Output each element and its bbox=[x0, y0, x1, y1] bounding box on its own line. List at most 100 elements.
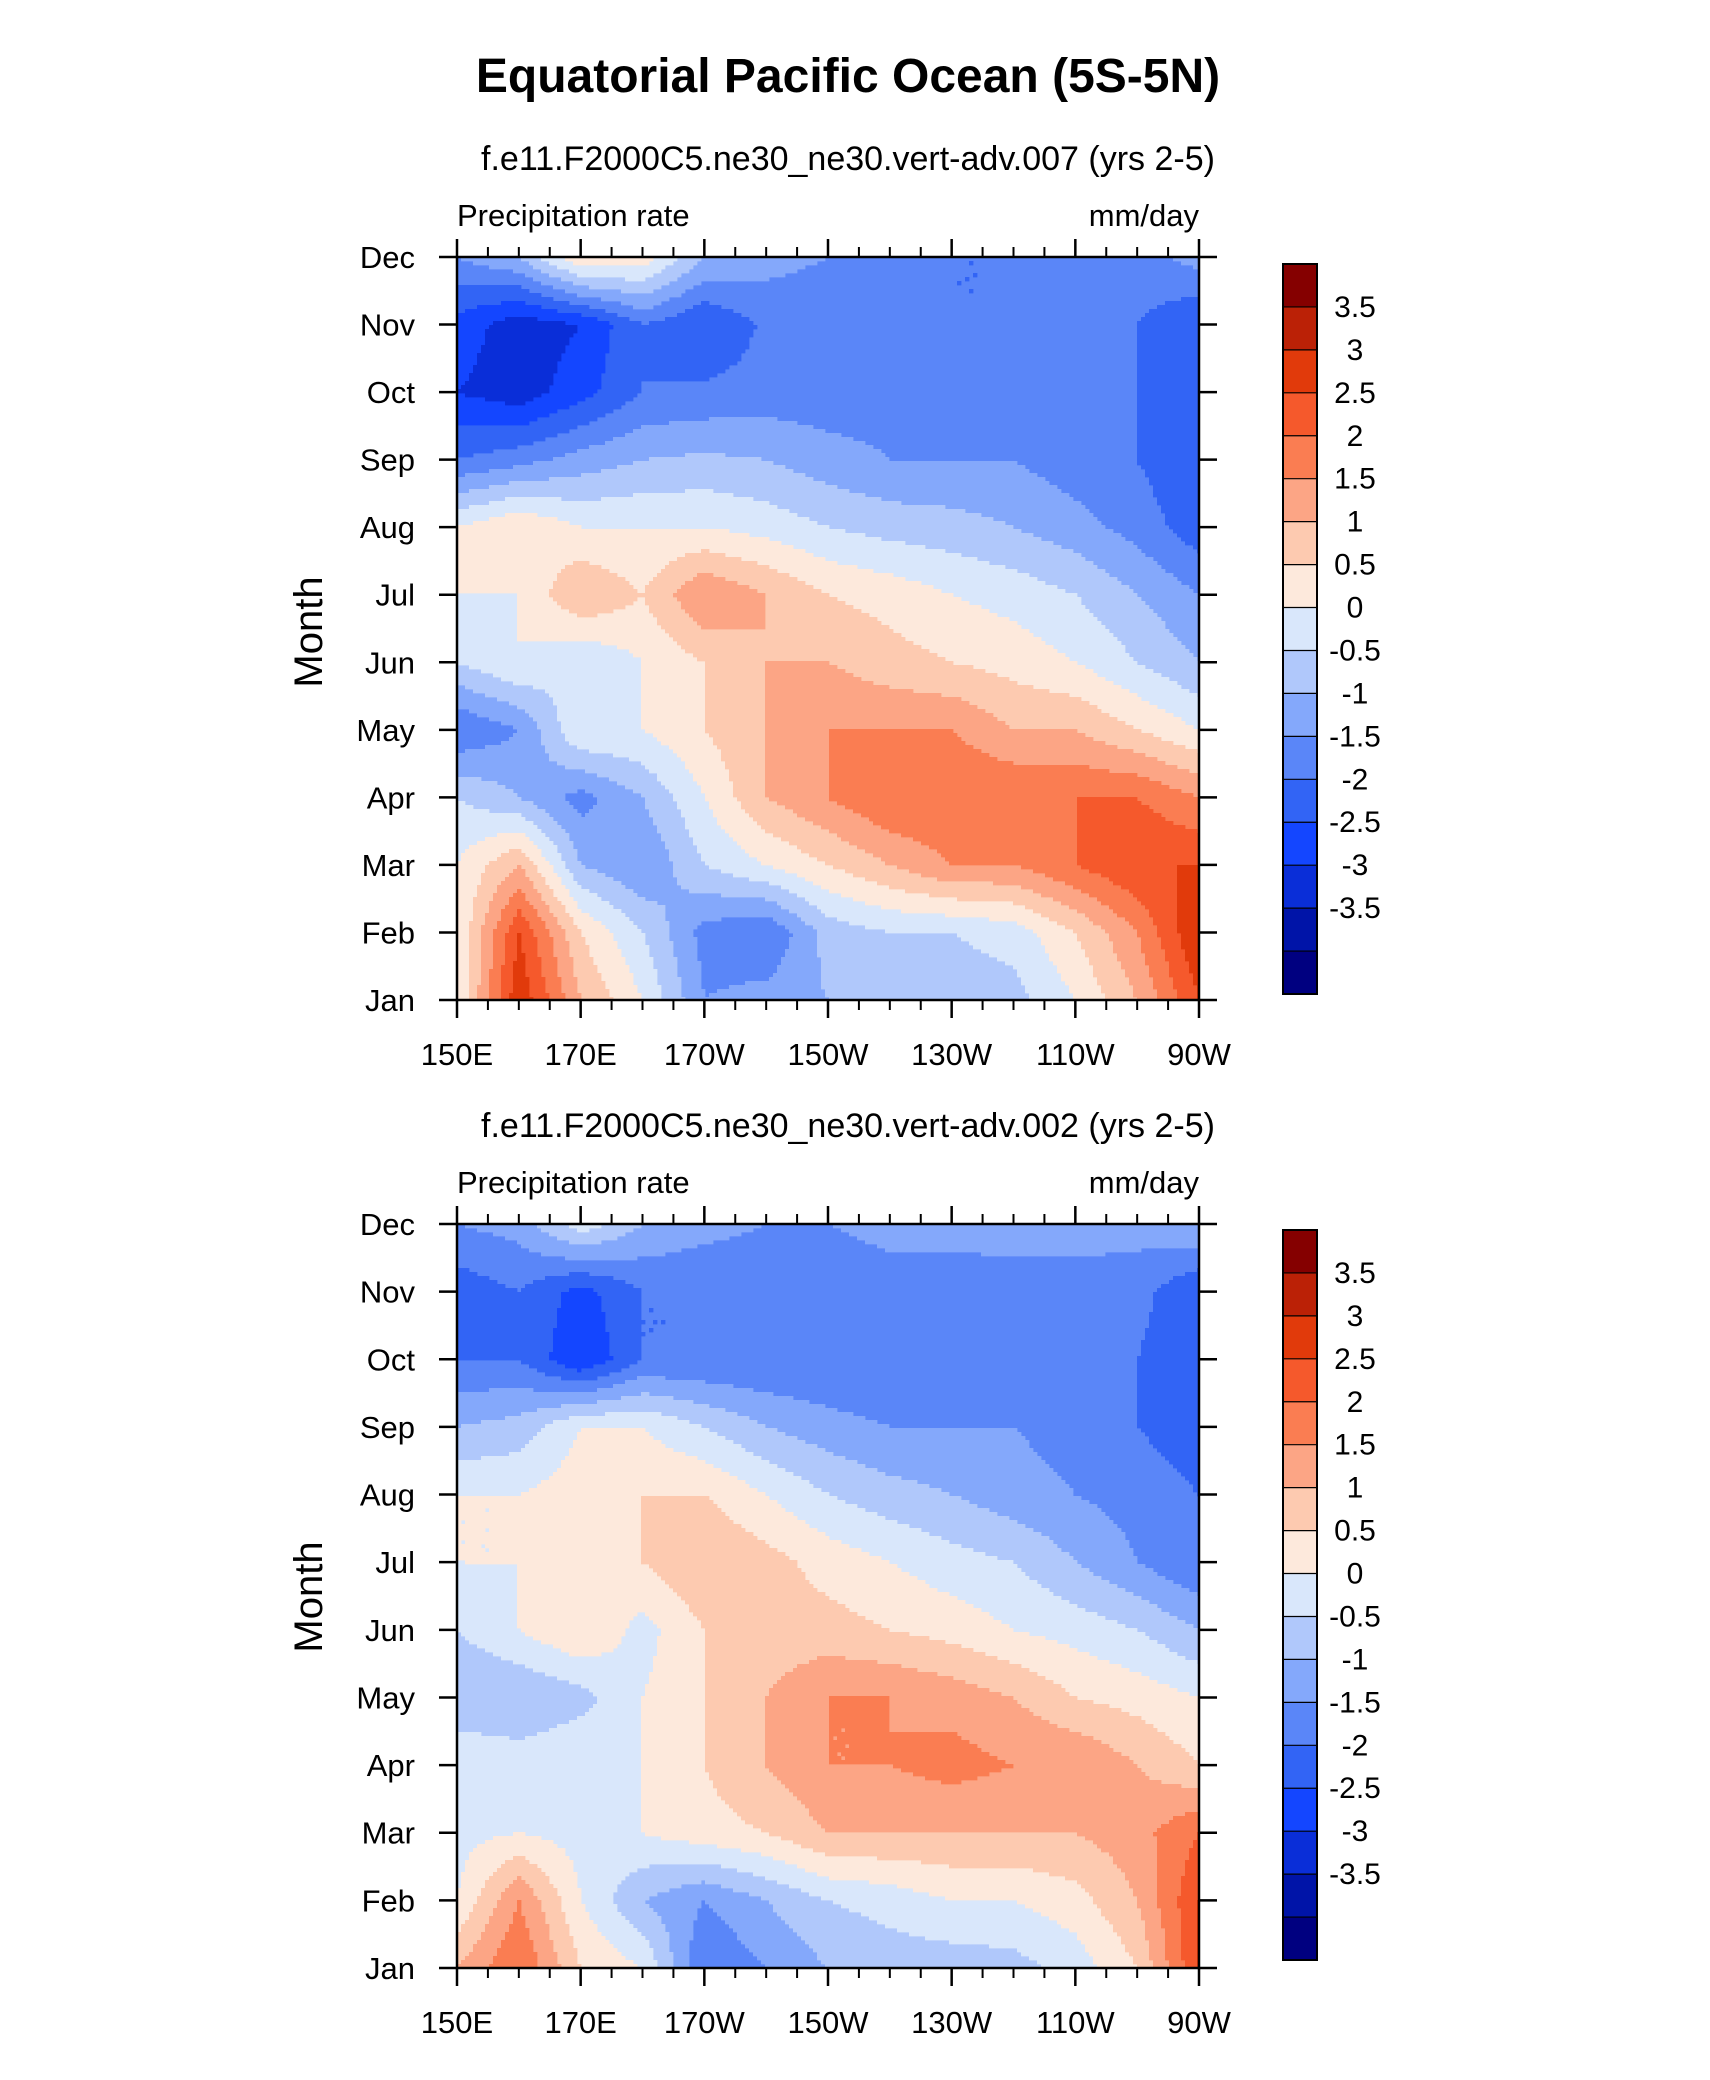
contour-band bbox=[549, 1288, 614, 1373]
y-tick-label-oct: Oct bbox=[367, 375, 416, 410]
colorbar-label: 2.5 bbox=[1334, 1343, 1376, 1376]
y-tick-label-dec: Dec bbox=[360, 240, 415, 275]
x-tick-label-170e: 170E bbox=[544, 1037, 616, 1072]
colorbar-box bbox=[1283, 1530, 1317, 1575]
contour-band bbox=[489, 1696, 1200, 1969]
colorbar-label: 1 bbox=[1347, 506, 1364, 539]
panel-2-axes: Jan Feb Mar Apr May Jun Jul Aug Sep Oct Nov Dec 150E… bbox=[356, 1206, 1232, 2040]
x-tick-label-110w: 110W bbox=[1036, 2005, 1115, 2040]
contour-band bbox=[501, 797, 1200, 1001]
panel-1-variable-label: Precipitation rate bbox=[457, 198, 690, 233]
colorbar-label: 3.5 bbox=[1334, 1257, 1376, 1290]
contour-band bbox=[457, 1656, 1200, 1969]
y-tick-label-oct: Oct bbox=[367, 1342, 416, 1377]
panel-1-colorbar: 3.5 3 2.5 2 1.5 1 0.5 0 -0.5 -1 -1.5 -2 -2.5 -3 -3.5 bbox=[1282, 263, 1381, 995]
colorbar-label: -3.5 bbox=[1329, 892, 1381, 925]
colorbar-box bbox=[1283, 564, 1317, 609]
colorbar-label: -1 bbox=[1342, 677, 1369, 710]
y-tick-label-sep: Sep bbox=[360, 1410, 415, 1445]
colorbar-box bbox=[1283, 736, 1317, 780]
x-tick-label-170w: 170W bbox=[664, 2005, 746, 2040]
colorbar-box bbox=[1283, 1788, 1317, 1832]
x-tick-label-150w: 150W bbox=[788, 1037, 870, 1072]
x-tick-label-90w: 90W bbox=[1167, 1037, 1231, 1072]
x-tick-label-90w: 90W bbox=[1167, 2005, 1231, 2040]
x-tick-label-170w: 170W bbox=[664, 1037, 746, 1072]
colorbar-box bbox=[1283, 1616, 1317, 1660]
colorbar-label: -2 bbox=[1342, 763, 1369, 796]
colorbar-label: -3 bbox=[1342, 1815, 1369, 1848]
y-tick-label-jun: Jun bbox=[365, 1613, 415, 1648]
y-tick-label-sep: Sep bbox=[360, 443, 415, 478]
colorbar-label: 0 bbox=[1347, 1558, 1364, 1591]
colorbar-box bbox=[1283, 693, 1317, 737]
colorbar-box bbox=[1283, 478, 1317, 523]
contour-band bbox=[457, 257, 1200, 1001]
colorbar-box bbox=[1283, 435, 1317, 480]
figure-title: Equatorial Pacific Ocean (5S-5N) bbox=[476, 50, 1220, 103]
colorbar-box bbox=[1283, 1874, 1317, 1918]
y-tick-label-mar: Mar bbox=[362, 848, 415, 883]
x-tick-label-150e: 150E bbox=[421, 1037, 493, 1072]
colorbar-box bbox=[1283, 1702, 1317, 1746]
colorbar-box bbox=[1283, 650, 1317, 694]
colorbar-box bbox=[1283, 392, 1317, 437]
colorbar-box bbox=[1283, 1659, 1317, 1703]
colorbar-box bbox=[1283, 865, 1317, 909]
contour-band bbox=[457, 1268, 1200, 1497]
colorbar-box bbox=[1283, 1272, 1317, 1317]
colorbar-label: -2.5 bbox=[1329, 806, 1381, 839]
colorbar-label: 2.5 bbox=[1334, 377, 1376, 410]
contour-band bbox=[457, 1428, 1200, 1969]
x-tick-label-150e: 150E bbox=[421, 2005, 493, 2040]
panel-2: f.e11.F2000C5.ne30_ne30.vert-adv.002 (yr… bbox=[287, 1107, 1381, 2040]
contour-band bbox=[457, 301, 614, 426]
colorbar-box bbox=[1283, 1745, 1317, 1789]
contour-band bbox=[457, 1224, 1200, 1969]
y-tick-label-jul: Jul bbox=[375, 1545, 415, 1580]
contour-band bbox=[457, 1224, 1200, 1969]
y-tick-label-apr: Apr bbox=[367, 1748, 415, 1783]
contour-band bbox=[469, 549, 1200, 1001]
panel-2-subtitle: f.e11.F2000C5.ne30_ne30.vert-adv.002 (yr… bbox=[481, 1107, 1215, 1145]
colorbar-label: 3 bbox=[1347, 334, 1364, 367]
colorbar-label: 0.5 bbox=[1334, 1515, 1376, 1548]
colorbar-label: -2.5 bbox=[1329, 1772, 1381, 1805]
y-tick-label-feb: Feb bbox=[362, 915, 415, 950]
y-tick-label-nov: Nov bbox=[360, 308, 416, 343]
colorbar-label: 0 bbox=[1347, 592, 1364, 625]
colorbar-label: -1 bbox=[1342, 1643, 1369, 1676]
panel-1-subtitle: f.e11.F2000C5.ne30_ne30.vert-adv.007 (yr… bbox=[481, 140, 1215, 178]
y-tick-label-aug: Aug bbox=[360, 510, 415, 545]
colorbar-box bbox=[1283, 1230, 1317, 1274]
colorbar-label: 2 bbox=[1347, 1386, 1364, 1419]
colorbar-label: -3.5 bbox=[1329, 1858, 1381, 1891]
colorbar-box bbox=[1283, 1487, 1317, 1532]
contour-band bbox=[457, 257, 1200, 1001]
colorbar-box bbox=[1283, 349, 1317, 394]
y-tick-label-jan: Jan bbox=[365, 983, 415, 1018]
colorbar-box bbox=[1283, 1401, 1317, 1446]
y-tick-label-jul: Jul bbox=[375, 578, 415, 613]
panel-1-contour-field bbox=[457, 257, 1200, 1001]
panel-2-units-label: mm/day bbox=[1089, 1165, 1200, 1200]
colorbar-frame bbox=[1282, 263, 1318, 995]
colorbar-box bbox=[1283, 306, 1317, 351]
contour-band bbox=[489, 729, 1200, 1001]
contour-band bbox=[457, 317, 578, 406]
colorbar-label: -1.5 bbox=[1329, 1686, 1381, 1719]
colorbar-box bbox=[1283, 607, 1317, 651]
y-tick-label-aug: Aug bbox=[360, 1478, 415, 1513]
colorbar-label: 1.5 bbox=[1334, 463, 1376, 496]
y-tick-label-dec: Dec bbox=[360, 1207, 415, 1242]
colorbar-box bbox=[1283, 1444, 1317, 1489]
panel-1-units-label: mm/day bbox=[1089, 198, 1200, 233]
colorbar-label: -0.5 bbox=[1329, 634, 1381, 667]
y-tick-label-jun: Jun bbox=[365, 645, 415, 680]
colorbar-label: -1.5 bbox=[1329, 720, 1381, 753]
panel-1-axes: Jan Feb Mar Apr May Jun Jul Aug Sep Oct Nov Dec 150E… bbox=[356, 239, 1232, 1072]
colorbar-label: 1 bbox=[1347, 1472, 1364, 1505]
contour-band bbox=[477, 573, 1200, 1001]
x-tick-label-130w: 130W bbox=[911, 2005, 993, 2040]
